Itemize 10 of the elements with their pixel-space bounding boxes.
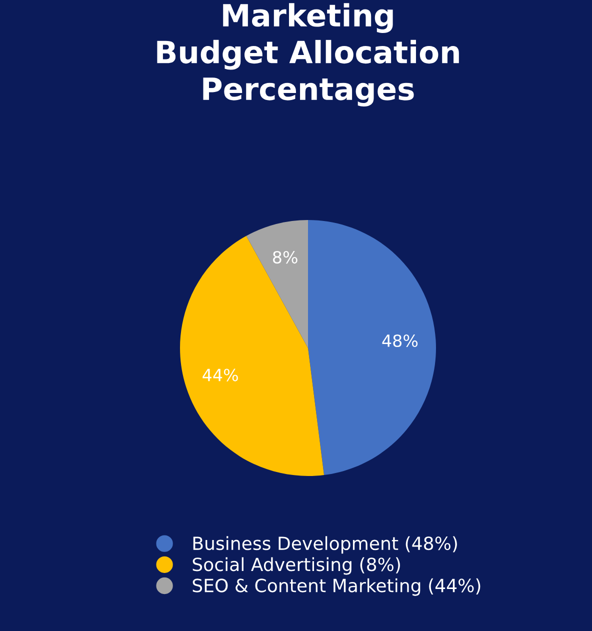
pie-slice	[246, 220, 308, 348]
pie-slice	[308, 220, 436, 475]
legend-label: Business Development (48%)	[193, 536, 457, 554]
legend-label: SEO & Content Marketing (44%)	[192, 578, 480, 596]
pie-slice	[180, 236, 324, 476]
data-label: 48%	[382, 334, 418, 348]
legend-label: Social Advertising (8%)	[192, 557, 400, 575]
data-label: 8%	[272, 250, 298, 264]
chart-title: Marketing Budget Allocation Percentages	[157, 3, 459, 107]
data-label: 44%	[202, 368, 238, 382]
